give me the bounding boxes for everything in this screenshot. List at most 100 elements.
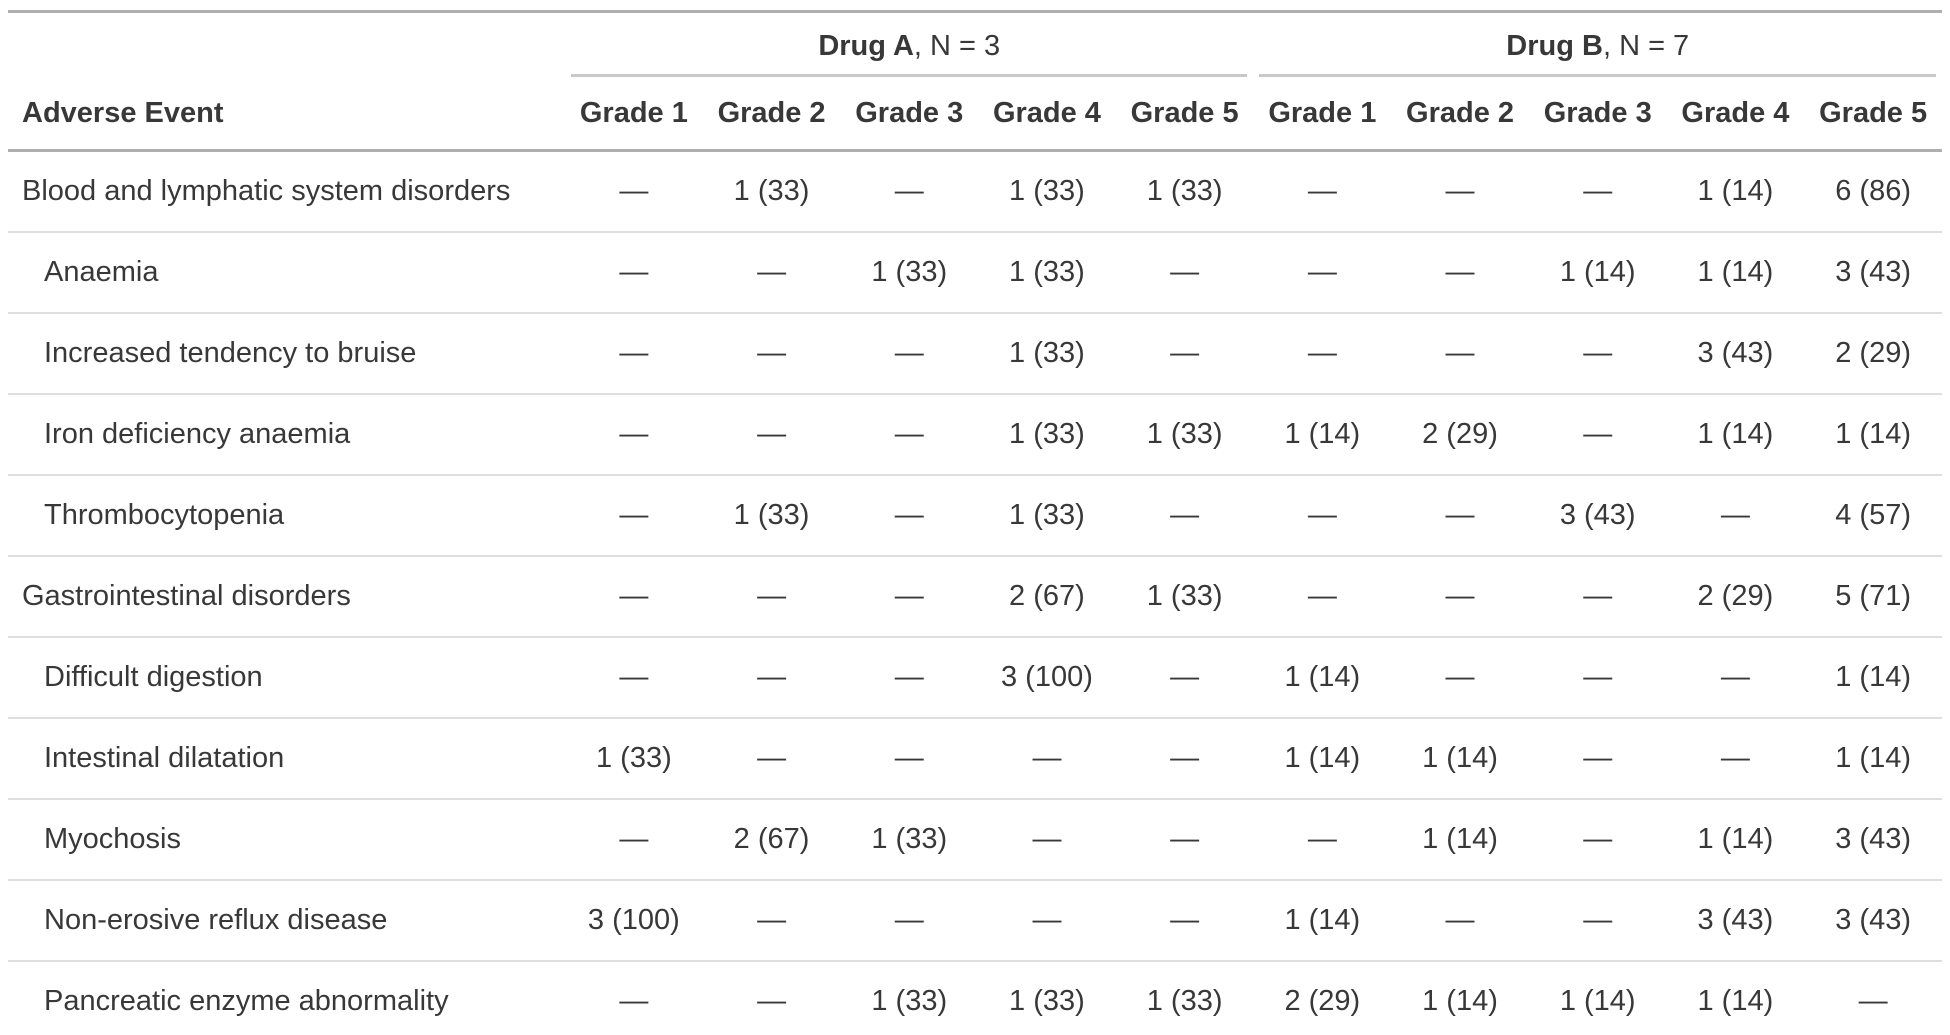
cell-drug-b-grade-4: 1 (14) bbox=[1666, 799, 1805, 881]
cell-drug-b-grade-4: — bbox=[1666, 637, 1805, 719]
cell-drug-a-grade-4: — bbox=[978, 799, 1116, 881]
cell-drug-b-grade-4: 1 (14) bbox=[1666, 961, 1805, 1035]
cell-drug-b-grade-2: 1 (14) bbox=[1391, 718, 1529, 800]
grade-header: Grade 5 bbox=[1804, 77, 1942, 152]
cell-drug-a-grade-4: 1 (33) bbox=[978, 232, 1116, 314]
cell-drug-b-grade-2: — bbox=[1391, 232, 1529, 314]
cell-drug-a-grade-5: — bbox=[1115, 313, 1254, 395]
table-row: Increased tendency to bruise — — —1 (33) — — —… bbox=[8, 313, 1942, 395]
table-row: Iron deficiency anaemia — — —1 (33) 1 (33) 1 … bbox=[8, 394, 1942, 476]
table-row: Blood and lymphatic system disorders —1 (… bbox=[8, 150, 1942, 233]
cell-drug-a-grade-1: — bbox=[565, 556, 703, 638]
adverse-event-label: Non-erosive reflux disease bbox=[8, 880, 566, 962]
cell-drug-a-grade-1: 1 (33) bbox=[565, 718, 703, 800]
drug-b-name: Drug B bbox=[1506, 30, 1603, 62]
cell-drug-b-grade-3: 3 (43) bbox=[1528, 475, 1667, 557]
cell-drug-a-grade-5: — bbox=[1115, 880, 1254, 962]
cell-drug-b-grade-1: — bbox=[1253, 556, 1392, 638]
cell-drug-a-grade-2: — bbox=[702, 394, 841, 476]
cell-drug-a-grade-3: — bbox=[840, 475, 979, 557]
cell-drug-b-grade-3: — bbox=[1528, 556, 1667, 638]
cell-drug-a-grade-2: — bbox=[702, 880, 841, 962]
cell-drug-b-grade-1: 2 (29) bbox=[1253, 961, 1392, 1035]
adverse-event-label: Pancreatic enzyme abnormality bbox=[8, 961, 566, 1035]
cell-drug-b-grade-4: 3 (43) bbox=[1666, 313, 1805, 395]
cell-drug-a-grade-1: — bbox=[565, 961, 703, 1035]
cell-drug-a-grade-2: — bbox=[702, 556, 841, 638]
cell-drug-b-grade-5: 3 (43) bbox=[1804, 880, 1942, 962]
stub-spacer bbox=[8, 12, 565, 78]
cell-drug-b-grade-2: 1 (14) bbox=[1391, 961, 1529, 1035]
grade-header: Grade 1 bbox=[565, 77, 703, 152]
spanner-row: Drug A, N = 3 Drug B, N = 7 bbox=[8, 12, 1942, 78]
cell-drug-b-grade-1: — bbox=[1253, 313, 1392, 395]
cell-drug-b-grade-5: 6 (86) bbox=[1804, 150, 1942, 233]
adverse-event-label: Increased tendency to bruise bbox=[8, 313, 566, 395]
grade-header: Grade 5 bbox=[1115, 77, 1254, 152]
drug-b-n: , N = 7 bbox=[1602, 30, 1690, 62]
adverse-event-label: Difficult digestion bbox=[8, 637, 566, 719]
table-row: Thrombocytopenia —1 (33) —1 (33) — — —3 (43) —… bbox=[8, 475, 1942, 557]
cell-drug-a-grade-4: 1 (33) bbox=[978, 150, 1116, 233]
cell-drug-b-grade-1: — bbox=[1253, 232, 1392, 314]
grade-header: Grade 2 bbox=[1391, 77, 1529, 152]
table-row: Intestinal dilatation 1 (33) — — — —1 (14) 1 (… bbox=[8, 718, 1942, 800]
cell-drug-a-grade-1: — bbox=[565, 313, 703, 395]
cell-drug-a-grade-1: — bbox=[565, 150, 703, 233]
drug-a-n: , N = 3 bbox=[913, 30, 1001, 62]
cell-drug-a-grade-4: — bbox=[978, 880, 1116, 962]
cell-drug-b-grade-3: 1 (14) bbox=[1528, 961, 1667, 1035]
cell-drug-b-grade-2: — bbox=[1391, 313, 1529, 395]
cell-drug-a-grade-3: 1 (33) bbox=[840, 961, 979, 1035]
cell-drug-a-grade-5: — bbox=[1115, 799, 1254, 881]
cell-drug-a-grade-1: 3 (100) bbox=[565, 880, 703, 962]
cell-drug-b-grade-1: — bbox=[1253, 799, 1392, 881]
cell-drug-b-grade-1: 1 (14) bbox=[1253, 637, 1392, 719]
cell-drug-a-grade-2: 1 (33) bbox=[702, 150, 841, 233]
cell-drug-b-grade-3: 1 (14) bbox=[1528, 232, 1667, 314]
cell-drug-b-grade-1: 1 (14) bbox=[1253, 394, 1392, 476]
cell-drug-a-grade-5: — bbox=[1115, 232, 1254, 314]
cell-drug-b-grade-4: 1 (14) bbox=[1666, 232, 1805, 314]
cell-drug-b-grade-2: — bbox=[1391, 880, 1529, 962]
table-row: Pancreatic enzyme abnormality — —1 (33) 1 (… bbox=[8, 961, 1942, 1035]
adverse-events-table-wrap: Drug A, N = 3 Drug B, N = 7 Adverse Even… bbox=[8, 10, 1942, 1035]
adverse-event-label: Myochosis bbox=[8, 799, 566, 881]
cell-drug-a-grade-3: — bbox=[840, 394, 979, 476]
grade-header: Grade 3 bbox=[840, 77, 979, 152]
cell-drug-a-grade-5: — bbox=[1115, 718, 1254, 800]
cell-drug-a-grade-3: — bbox=[840, 718, 979, 800]
cell-drug-b-grade-2: 2 (29) bbox=[1391, 394, 1529, 476]
adverse-event-label: Blood and lymphatic system disorders bbox=[8, 150, 566, 233]
cell-drug-b-grade-5: 3 (43) bbox=[1804, 799, 1942, 881]
cell-drug-b-grade-1: 1 (14) bbox=[1253, 718, 1392, 800]
cell-drug-b-grade-1: 1 (14) bbox=[1253, 880, 1392, 962]
grade-header: Grade 2 bbox=[702, 77, 841, 152]
cell-drug-b-grade-5: 3 (43) bbox=[1804, 232, 1942, 314]
cell-drug-a-grade-5: 1 (33) bbox=[1115, 961, 1254, 1035]
adverse-event-label: Intestinal dilatation bbox=[8, 718, 566, 800]
cell-drug-a-grade-3: — bbox=[840, 313, 979, 395]
cell-drug-b-grade-5: 1 (14) bbox=[1804, 718, 1942, 800]
table-row: Difficult digestion — — —3 (100) —1 (14) — — —1… bbox=[8, 637, 1942, 719]
cell-drug-b-grade-5: 4 (57) bbox=[1804, 475, 1942, 557]
cell-drug-a-grade-3: 1 (33) bbox=[840, 232, 979, 314]
cell-drug-a-grade-5: 1 (33) bbox=[1115, 150, 1254, 233]
grade-header: Grade 3 bbox=[1528, 77, 1667, 152]
cell-drug-b-grade-4: — bbox=[1666, 718, 1805, 800]
adverse-event-label: Iron deficiency anaemia bbox=[8, 394, 566, 476]
cell-drug-b-grade-2: — bbox=[1391, 475, 1529, 557]
table-row: Non-erosive reflux disease 3 (100) — — — —1 (… bbox=[8, 880, 1942, 962]
drug-b-spanner-label: Drug B, N = 7 bbox=[1259, 30, 1936, 77]
table-row: Gastrointestinal disorders — — —2 (67) 1 (33… bbox=[8, 556, 1942, 638]
drug-a-name: Drug A bbox=[818, 30, 914, 62]
cell-drug-a-grade-2: 1 (33) bbox=[702, 475, 841, 557]
cell-drug-a-grade-2: — bbox=[702, 232, 841, 314]
table-row: Anaemia — —1 (33) 1 (33) — — —1 (14) 1 (14) 3 (4… bbox=[8, 232, 1942, 314]
cell-drug-b-grade-5: 1 (14) bbox=[1804, 637, 1942, 719]
cell-drug-a-grade-1: — bbox=[565, 637, 703, 719]
cell-drug-a-grade-5: — bbox=[1115, 637, 1254, 719]
cell-drug-a-grade-4: — bbox=[978, 718, 1116, 800]
cell-drug-b-grade-5: — bbox=[1804, 961, 1942, 1035]
cell-drug-a-grade-5: — bbox=[1115, 475, 1254, 557]
